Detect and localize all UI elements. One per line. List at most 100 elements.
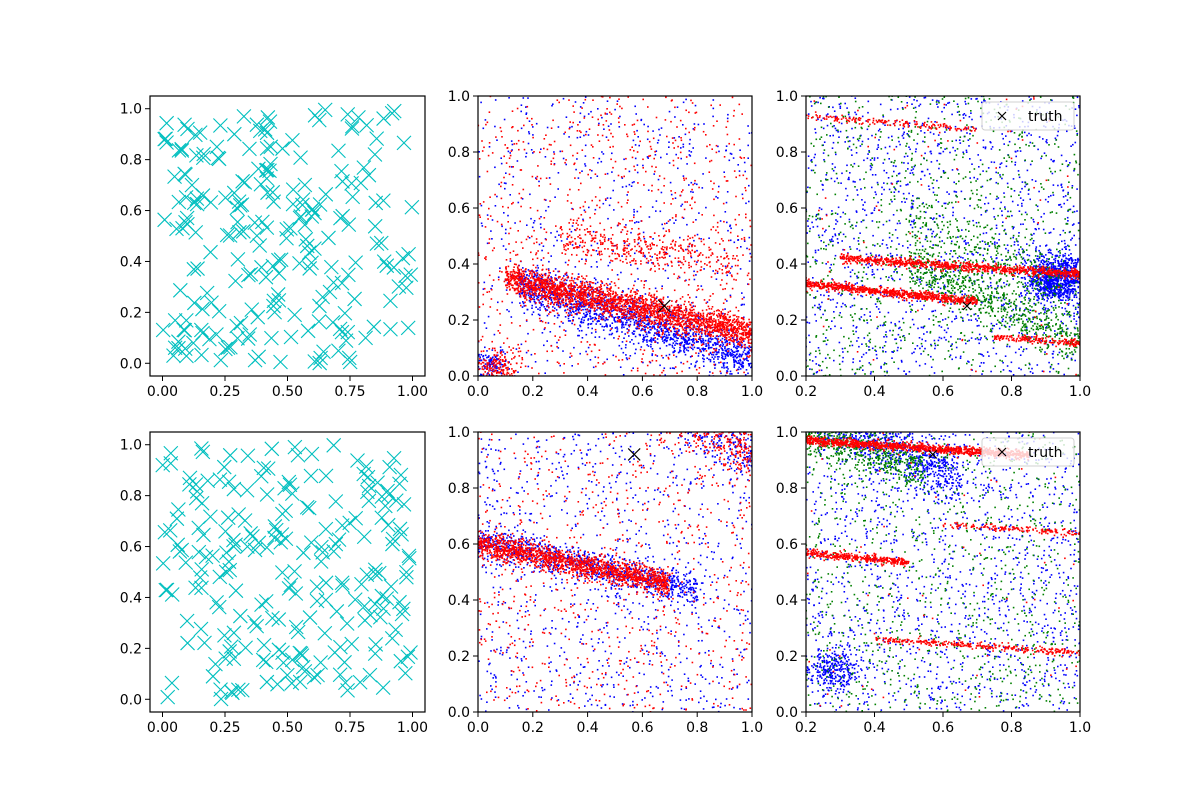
- point: [606, 113, 608, 115]
- point: [499, 332, 501, 334]
- point: [560, 320, 563, 323]
- point: [558, 295, 561, 298]
- y-tick-label: 0.4: [120, 254, 142, 270]
- point: [539, 284, 542, 286]
- point: [577, 300, 579, 302]
- point: [630, 289, 632, 292]
- point: [712, 107, 715, 110]
- point: [564, 309, 567, 311]
- point: [584, 290, 586, 292]
- point: [665, 328, 668, 331]
- point: [626, 133, 628, 136]
- point: [693, 324, 695, 326]
- point: [547, 252, 550, 254]
- point: [483, 359, 485, 361]
- point: [743, 340, 745, 342]
- point: [679, 344, 681, 346]
- point: [743, 316, 745, 319]
- point: [744, 170, 746, 173]
- point: [608, 302, 610, 305]
- point: [538, 279, 541, 281]
- point: [589, 230, 592, 233]
- point: [576, 312, 578, 315]
- point: [628, 305, 630, 307]
- point: [723, 367, 725, 369]
- point: [609, 111, 611, 114]
- point: [702, 360, 705, 363]
- point: [670, 203, 672, 205]
- point: [709, 144, 711, 146]
- point: [557, 292, 560, 295]
- point: [673, 330, 676, 333]
- point: [658, 334, 661, 336]
- point: [692, 191, 694, 193]
- point: [747, 347, 750, 350]
- x-marker: [226, 126, 242, 142]
- point: [480, 101, 482, 104]
- point: [652, 130, 654, 132]
- point: [485, 123, 487, 126]
- point: [668, 327, 671, 330]
- point: [599, 308, 602, 310]
- point: [570, 307, 572, 310]
- point: [746, 326, 749, 328]
- point: [594, 356, 597, 358]
- point: [643, 311, 646, 314]
- point: [488, 290, 491, 293]
- x-marker: [404, 199, 420, 215]
- point: [621, 229, 624, 231]
- point: [729, 351, 732, 354]
- point: [566, 305, 568, 308]
- point: [545, 177, 548, 179]
- point: [541, 293, 543, 295]
- point: [531, 275, 533, 277]
- point: [667, 320, 669, 322]
- point: [747, 144, 749, 147]
- point: [700, 238, 702, 240]
- point: [656, 330, 659, 333]
- point: [726, 221, 728, 224]
- point: [590, 110, 592, 113]
- point: [560, 240, 563, 242]
- point: [597, 118, 599, 121]
- point: [661, 317, 663, 319]
- point: [601, 116, 603, 119]
- point: [617, 302, 620, 305]
- point: [496, 365, 498, 368]
- point: [535, 253, 537, 256]
- point: [516, 253, 519, 256]
- point: [570, 290, 573, 293]
- point: [571, 365, 573, 367]
- point: [576, 278, 578, 280]
- point: [500, 162, 503, 165]
- point: [607, 312, 610, 314]
- point: [505, 270, 508, 273]
- point: [702, 341, 705, 344]
- point: [479, 356, 481, 358]
- point: [560, 288, 562, 291]
- point: [631, 339, 633, 341]
- point: [502, 351, 505, 353]
- point: [484, 226, 487, 228]
- point: [696, 249, 698, 252]
- point: [617, 297, 620, 299]
- x-marker: [157, 212, 173, 228]
- point: [719, 220, 722, 222]
- point: [484, 367, 486, 370]
- point: [616, 328, 619, 330]
- point: [567, 194, 569, 196]
- point: [741, 292, 743, 294]
- point: [569, 352, 572, 355]
- point: [745, 213, 747, 216]
- point: [575, 306, 577, 309]
- point: [582, 290, 585, 293]
- point: [488, 359, 490, 361]
- point: [643, 338, 645, 341]
- point: [549, 297, 551, 299]
- point: [664, 331, 666, 333]
- point: [482, 293, 485, 296]
- point: [620, 271, 622, 274]
- point: [553, 315, 556, 317]
- x-marker: [233, 315, 249, 331]
- point: [671, 217, 674, 219]
